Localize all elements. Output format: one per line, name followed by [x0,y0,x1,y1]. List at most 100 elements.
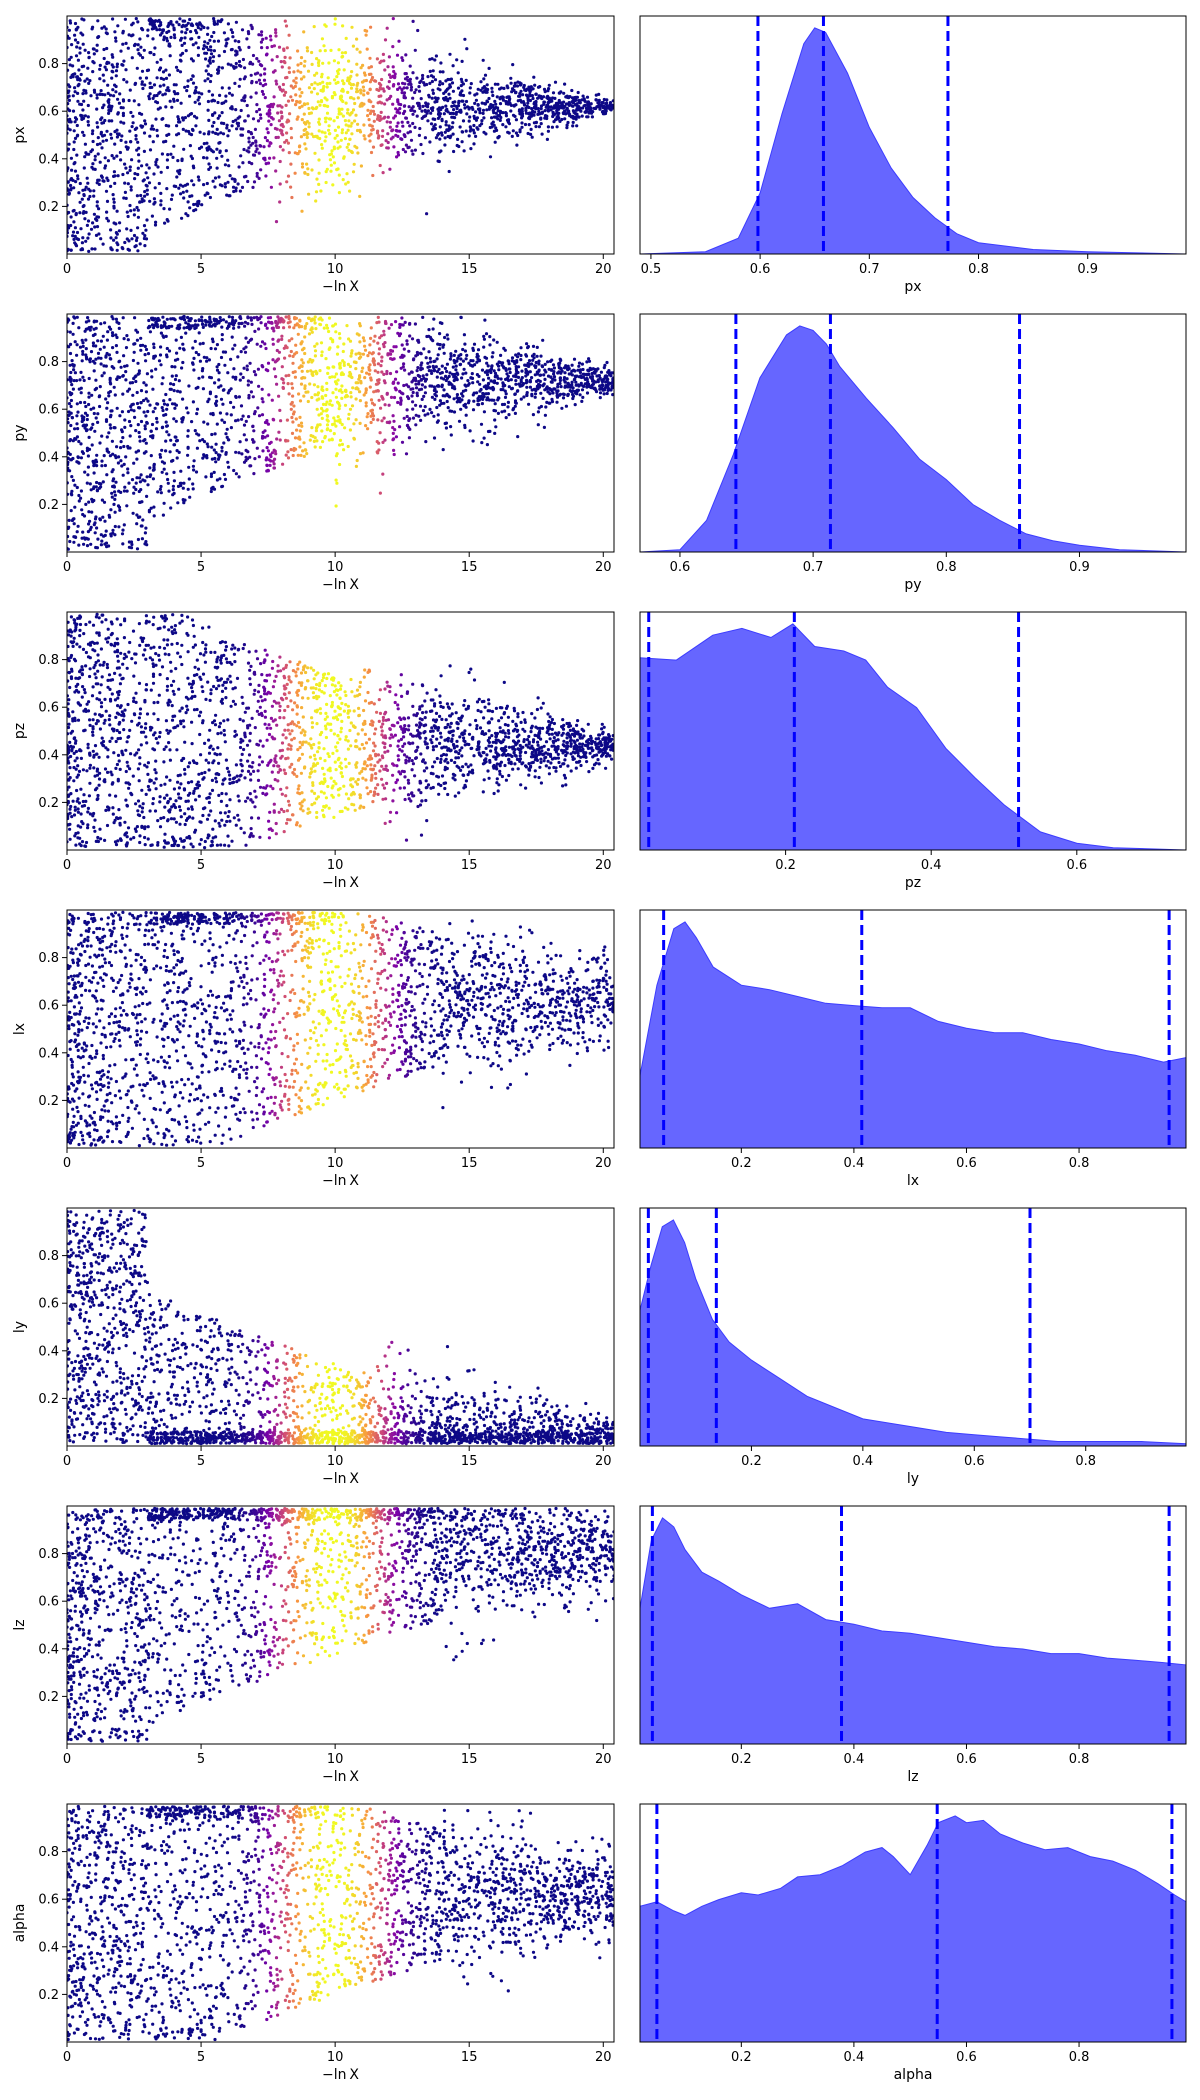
trace-point [447,124,451,128]
trace-point [260,340,265,344]
trace-point [362,134,366,138]
trace-point [405,408,409,412]
trace-point [225,126,229,130]
trace-point [144,414,148,418]
trace-point [78,211,82,215]
trace-point [413,48,417,52]
trace-point [250,79,254,84]
trace-point [113,454,117,458]
trace-point [277,119,281,123]
trace-point [279,111,284,115]
trace-point [314,327,318,331]
trace-point [306,360,310,364]
trace-point [96,152,100,156]
trace-point [218,93,222,97]
trace-point [226,22,230,26]
trace-point [275,382,279,386]
trace-point [71,94,75,98]
trace-point [393,72,397,76]
trace-point [434,136,438,140]
trace-point [484,387,489,391]
trace-point [594,93,598,97]
trace-point [513,84,517,88]
trace-point [493,418,497,422]
trace-point [524,88,528,93]
trace-point [537,359,541,363]
trace-point [231,375,235,379]
trace-point [265,46,269,50]
trace-point [209,474,213,479]
trace-point [123,485,127,489]
trace-point [299,77,304,81]
trace-point [210,124,215,128]
trace-point [434,54,438,58]
trace-point [346,444,350,449]
trace-point [303,142,307,146]
trace-point [245,103,249,108]
trace-point [270,116,274,120]
trace-point [147,97,151,101]
trace-point [133,82,137,86]
trace-point [129,185,133,189]
trace-point [350,70,354,74]
trace-point [298,415,302,419]
trace-point [140,69,145,73]
trace-point [362,102,366,106]
trace-point [415,391,419,395]
trace-point [514,365,518,369]
trace-point [138,200,142,204]
trace-point [71,64,75,68]
trace-point [302,75,306,79]
trace-point [78,200,82,204]
trace-point [517,94,521,98]
trace-point [134,481,138,485]
trace-point [275,82,279,86]
trace-point [175,20,179,24]
trace-point [609,388,613,392]
trace-point [330,149,334,153]
trace-point [343,137,347,141]
trace-point [431,128,435,132]
trace-point [490,122,494,126]
trace-point [116,112,120,116]
trace-point [84,239,88,243]
trace-point [426,119,430,123]
trace-point [101,179,105,183]
trace-point [172,479,176,483]
trace-point [511,129,515,133]
trace-point [581,94,585,98]
trace-point [342,155,346,159]
trace-point [529,114,534,118]
trace-point [540,364,544,368]
trace-point [309,111,313,115]
trace-point [358,452,363,456]
trace-point [339,112,343,116]
trace-point [141,231,145,235]
trace-point [191,81,196,85]
trace-point [70,168,74,172]
trace-point [103,463,107,468]
trace-point [499,353,503,357]
trace-point [605,101,609,105]
trace-point [73,340,77,344]
trace-point [387,80,391,84]
trace-point [318,136,322,141]
trace-point [180,157,184,161]
trace-point [155,128,159,132]
trace-point [229,28,233,32]
trace-point [156,490,160,494]
marginal-xtick-label: 0.9 [1077,262,1098,277]
trace-point [482,395,486,399]
trace-point [143,438,147,442]
trace-point [232,405,236,409]
trace-point [348,364,352,369]
trace-point [87,376,91,381]
trace-point [470,376,475,380]
trace-point [87,326,91,330]
trace-point [518,128,522,132]
trace-point [153,323,157,328]
trace-point [102,534,106,538]
trace-point [359,355,363,359]
trace-point [134,134,138,138]
trace-point [398,111,402,115]
